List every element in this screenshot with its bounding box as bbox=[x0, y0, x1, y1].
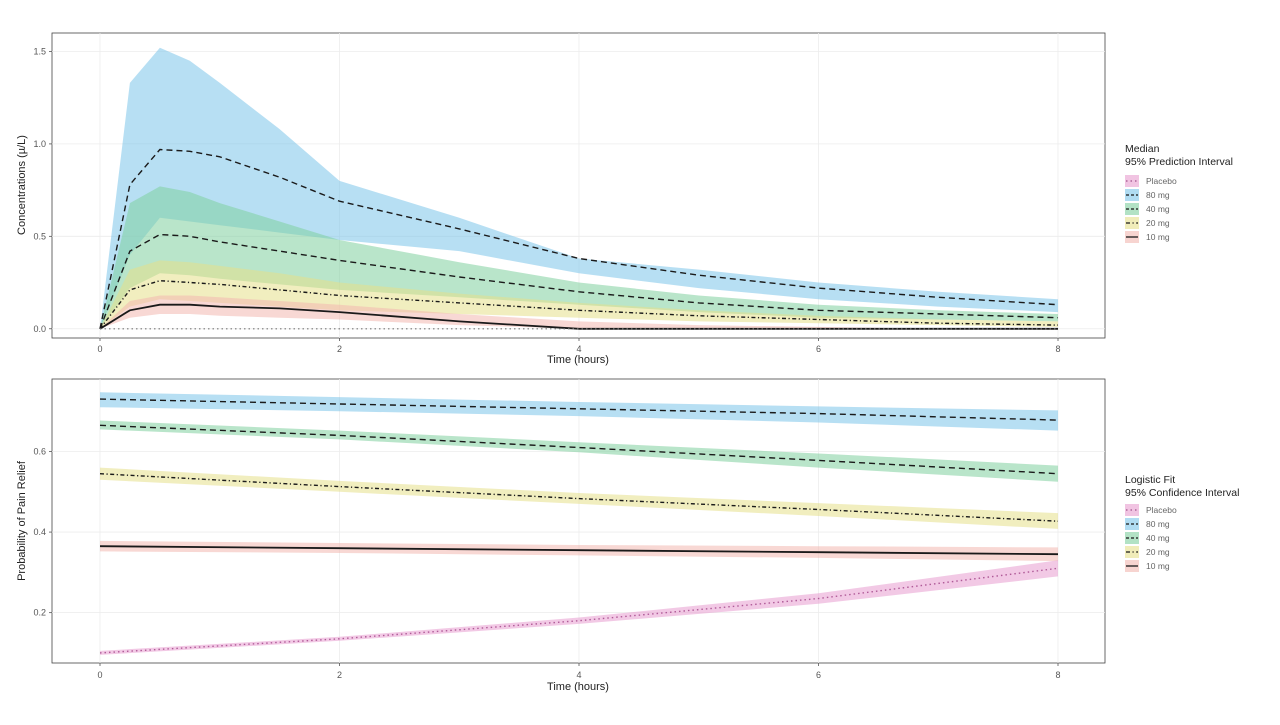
concentration-prediction-bands bbox=[100, 47, 1058, 329]
pain-relief-x-axis-title: Time (hours) bbox=[547, 681, 609, 693]
pain-relief-legend-label-80-mg: 80 mg bbox=[1146, 519, 1170, 529]
pain-relief-y-ticks: 0.2 0.4 0.6 bbox=[33, 447, 52, 618]
pain-relief-xtick-label-1: 2 bbox=[337, 670, 342, 680]
pain-relief-legend-label-10-mg: 10 mg bbox=[1146, 561, 1170, 571]
concentration-x-ticks: 0 2 4 6 8 bbox=[97, 338, 1061, 354]
pain-relief-y-axis-title: Probability of Pain Relief bbox=[16, 460, 28, 581]
concentration-legend-label-20-mg: 20 mg bbox=[1146, 218, 1170, 228]
pain-relief-ytick-label-0: 0.2 bbox=[33, 608, 46, 618]
concentration-ytick-label-2: 1.0 bbox=[33, 139, 46, 149]
pain-relief-line-placebo bbox=[99, 567, 1059, 654]
concentration-ytick-label-1: 0.5 bbox=[33, 231, 46, 241]
pain-relief-band-placebo bbox=[100, 560, 1058, 655]
concentration-legend: Median 95% Prediction Interval Placebo 80… bbox=[1125, 143, 1233, 243]
pain-relief-legend-label-40-mg: 40 mg bbox=[1146, 533, 1170, 543]
pain-relief-legend: Logistic Fit 95% Confidence Interval Pla… bbox=[1125, 474, 1239, 572]
pain-relief-ytick-label-1: 0.4 bbox=[33, 527, 46, 537]
concentration-legend-label-placebo: Placebo bbox=[1146, 176, 1177, 186]
concentration-xtick-label-4: 8 bbox=[1055, 344, 1060, 354]
pain-relief-xtick-label-0: 0 bbox=[97, 670, 102, 680]
pain-relief-xtick-label-2: 4 bbox=[576, 670, 581, 680]
pain-relief-xtick-label-4: 8 bbox=[1055, 670, 1060, 680]
concentration-xtick-label-2: 4 bbox=[576, 344, 581, 354]
concentration-xtick-label-0: 0 bbox=[97, 344, 102, 354]
concentration-legend-label-80-mg: 80 mg bbox=[1146, 190, 1170, 200]
concentration-legend-label-10-mg: 10 mg bbox=[1146, 232, 1170, 242]
concentration-ytick-label-3: 1.5 bbox=[33, 46, 46, 56]
concentration-legend-swatch-20-mg bbox=[1125, 217, 1139, 229]
concentration-line-80-mg bbox=[99, 148, 1059, 329]
pain-relief-ytick-label-2: 0.6 bbox=[33, 447, 46, 457]
pain-relief-fit-lines bbox=[99, 398, 1059, 654]
pain-relief-line-10-mg bbox=[99, 545, 1059, 556]
pain-relief-band-80-mg bbox=[100, 392, 1058, 431]
pain-relief-legend-title-line1: Logistic Fit bbox=[1125, 474, 1175, 486]
pain-relief-band-40-mg bbox=[100, 420, 1058, 482]
concentration-legend-title-line2: 95% Prediction Interval bbox=[1125, 156, 1233, 168]
concentration-band-80-mg bbox=[100, 47, 1058, 329]
concentration-legend-title-line1: Median bbox=[1125, 143, 1160, 155]
concentration-panel: 0.0 0.5 1.0 1.5 0 2 4 6 8 Time (hours) Concentr… bbox=[16, 32, 1233, 366]
concentration-y-ticks: 0.0 0.5 1.0 1.5 bbox=[33, 46, 52, 334]
pain-relief-legend-label-placebo: Placebo bbox=[1146, 505, 1177, 515]
pain-relief-legend-title-line2: 95% Confidence Interval bbox=[1125, 487, 1239, 499]
concentration-median-lines bbox=[99, 148, 1059, 330]
pain-relief-xtick-label-3: 6 bbox=[816, 670, 821, 680]
concentration-line-10-mg bbox=[99, 303, 1058, 330]
concentration-legend-label-40-mg: 40 mg bbox=[1146, 204, 1170, 214]
concentration-ytick-label-0: 0.0 bbox=[33, 324, 46, 334]
pain-relief-legend-label-20-mg: 20 mg bbox=[1146, 547, 1170, 557]
pain-relief-legend-swatch-20-mg bbox=[1125, 546, 1139, 558]
concentration-band-20-mg bbox=[100, 260, 1058, 329]
concentration-x-axis-title: Time (hours) bbox=[547, 354, 609, 366]
pain-relief-x-ticks: 0 2 4 6 8 bbox=[97, 663, 1061, 680]
concentration-band-10-mg bbox=[100, 295, 1058, 329]
concentration-xtick-label-1: 2 bbox=[337, 344, 342, 354]
pain-relief-panel: 0.2 0.4 0.6 0 2 4 6 8 Time (hours) Probability… bbox=[16, 378, 1239, 693]
concentration-y-axis-title: Concentrations (µ/L) bbox=[16, 135, 28, 235]
pain-relief-line-20-mg bbox=[99, 473, 1059, 522]
concentration-line-40-mg bbox=[99, 233, 1059, 330]
concentration-xtick-label-3: 6 bbox=[816, 344, 821, 354]
